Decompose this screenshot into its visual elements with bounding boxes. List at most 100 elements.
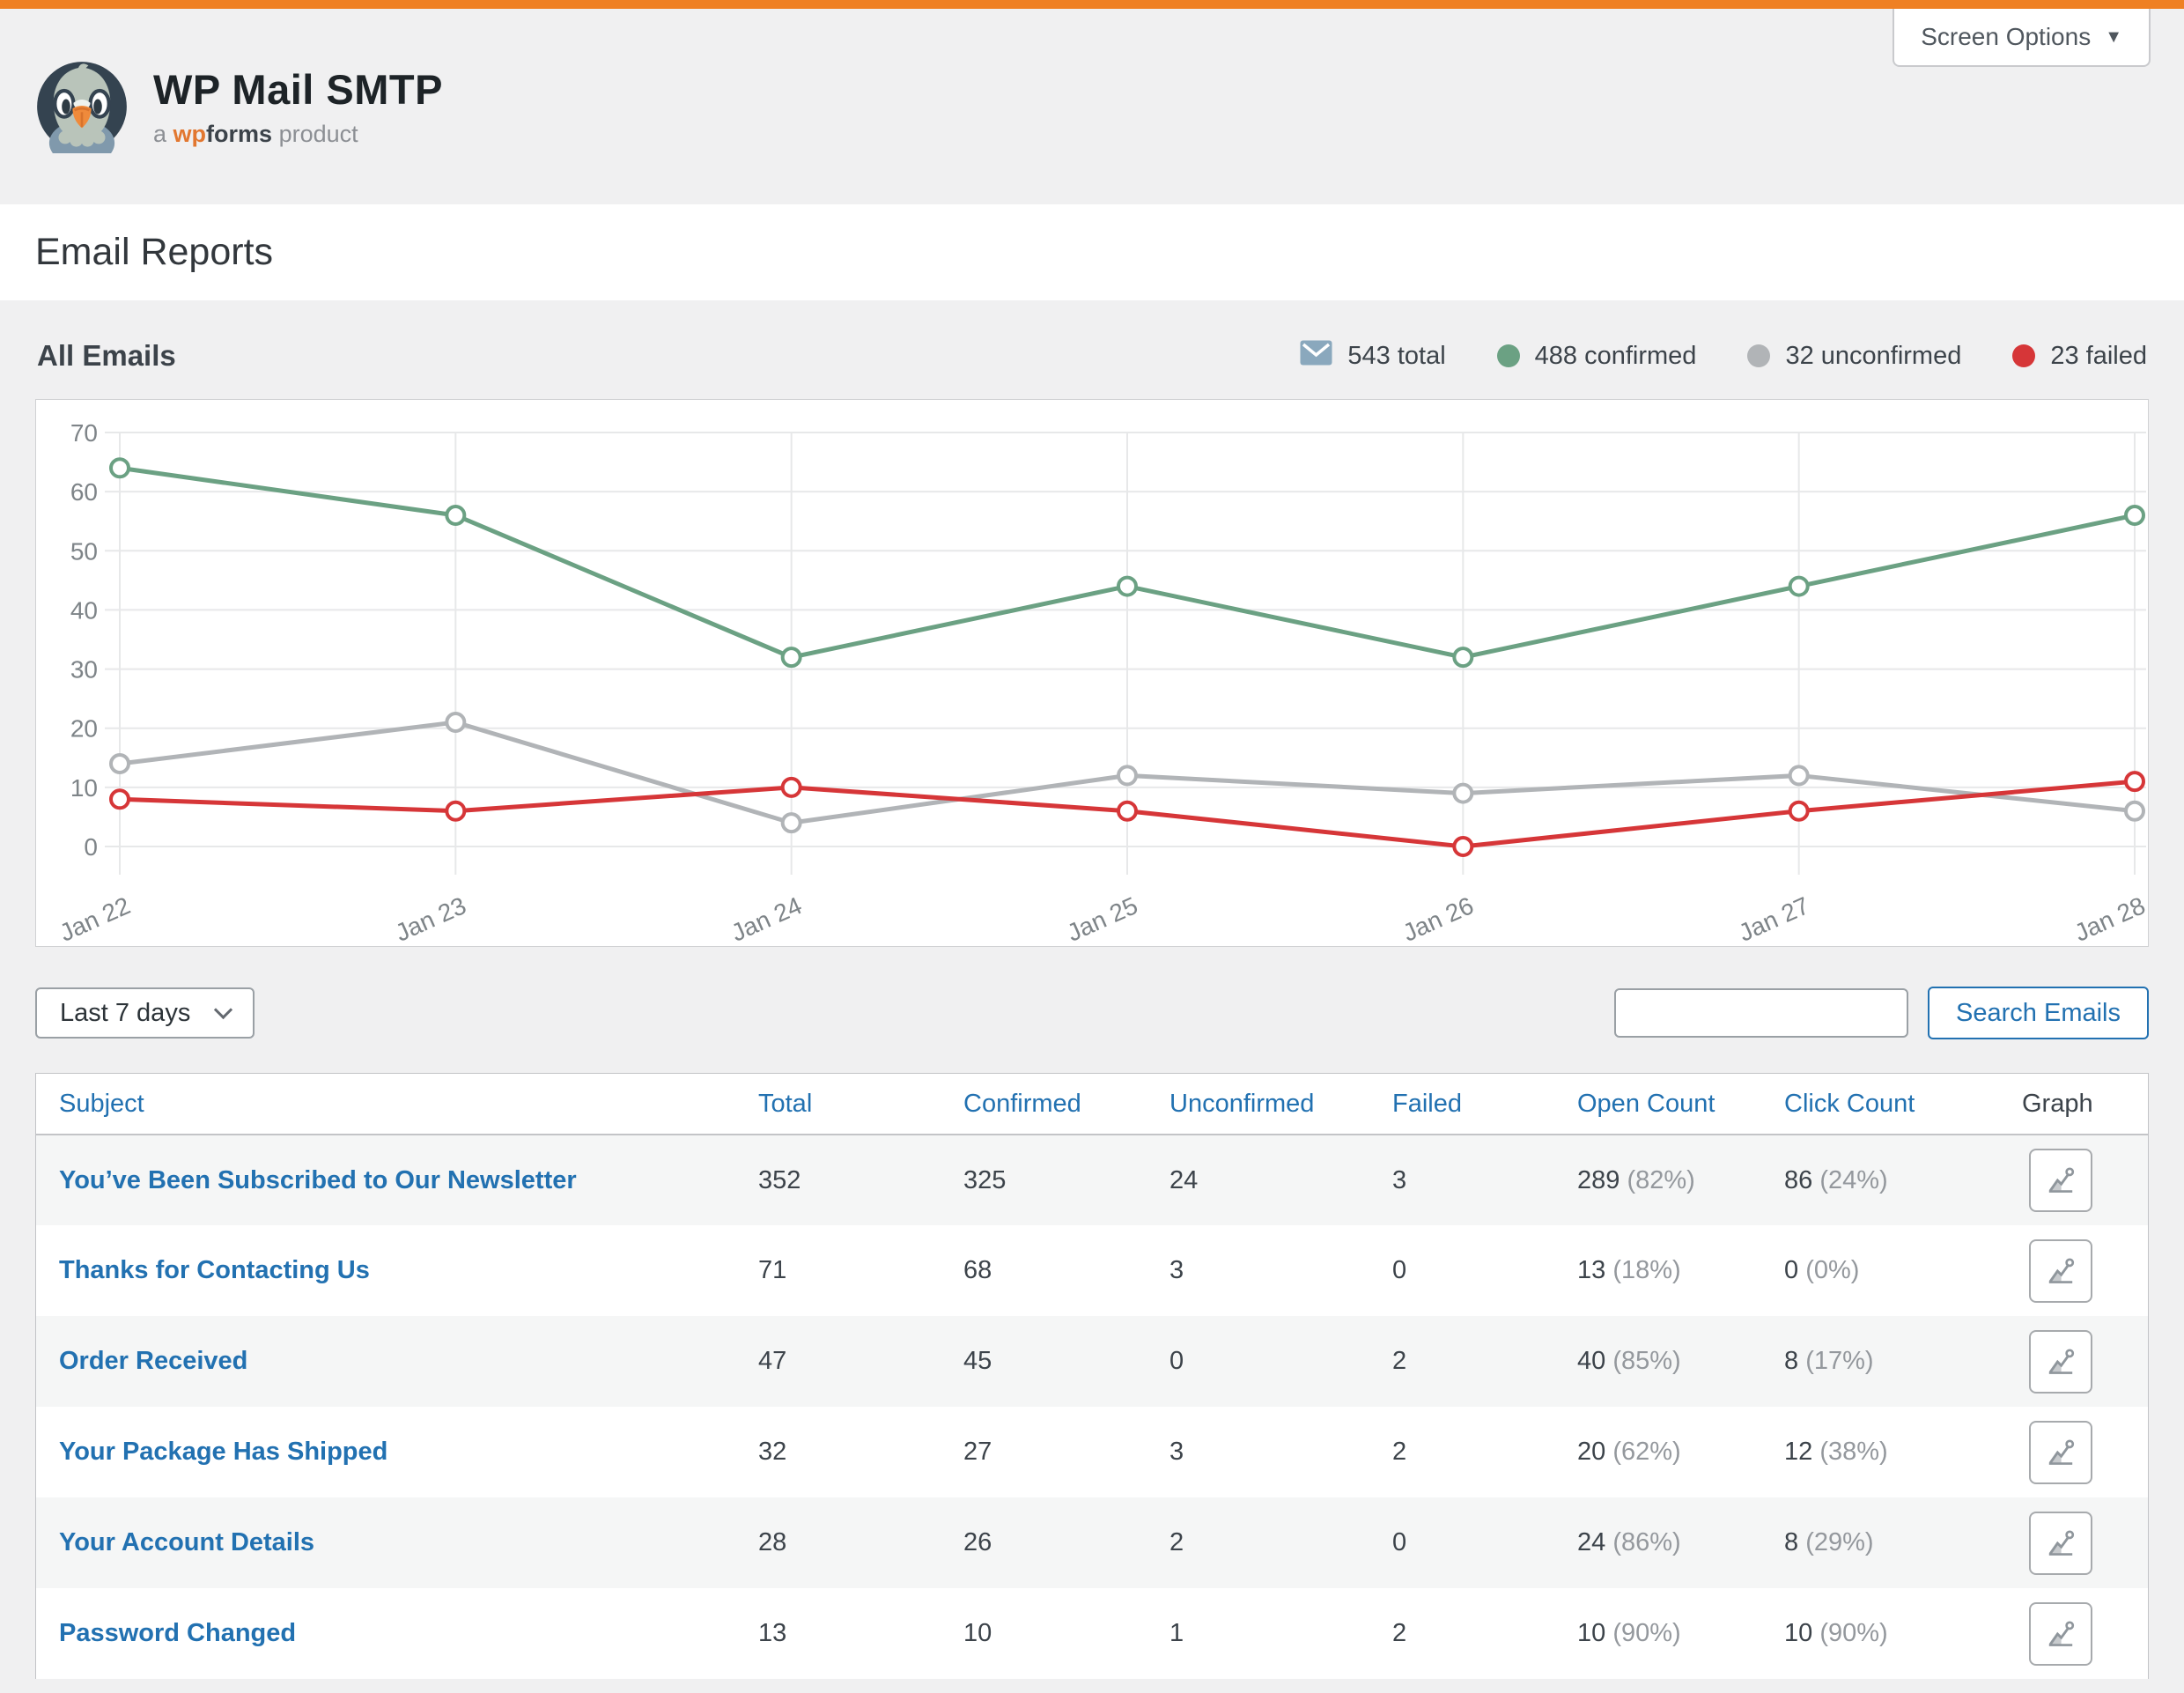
click-count-cell: 0 (0%) — [1784, 1256, 1860, 1284]
email-subject-link[interactable]: Your Package Has Shipped — [59, 1438, 388, 1466]
screen-options-label: Screen Options — [1921, 23, 2092, 50]
envelope-icon — [1300, 340, 1332, 373]
email-table-body: You’ve Been Subscribed to Our Newsletter… — [36, 1135, 2148, 1679]
legend-item-unconfirmed: 32 unconfirmed — [1747, 342, 1961, 371]
table-row: Your Package Has Shipped 32 27 3 2 20 (6… — [36, 1407, 2148, 1497]
row-graph-button[interactable] — [2029, 1511, 2092, 1575]
svg-text:Jan 26: Jan 26 — [1398, 891, 1477, 946]
tagline-suffix: product — [278, 121, 358, 147]
column-header-failed[interactable]: Failed — [1392, 1074, 1577, 1135]
svg-text:Jan 24: Jan 24 — [727, 891, 806, 946]
legend-item-total: 543 total — [1300, 340, 1446, 373]
mini-chart-icon — [2048, 1257, 2075, 1283]
svg-text:40: 40 — [70, 596, 98, 624]
table-row: Order Received 47 45 0 2 40 (85%) 8 (17%… — [36, 1316, 2148, 1407]
failed-cell: 3 — [1392, 1165, 1407, 1194]
mini-chart-icon — [2048, 1348, 2075, 1374]
search-input[interactable] — [1614, 988, 1909, 1038]
svg-text:60: 60 — [70, 478, 98, 506]
column-header-subject[interactable]: Subject — [36, 1074, 758, 1135]
legend-label: 488 confirmed — [1534, 341, 1697, 370]
open-count-cell: 24 (86%) — [1577, 1528, 1681, 1556]
app-tagline: a wpforms product — [153, 121, 443, 148]
failed-cell: 2 — [1392, 1347, 1407, 1375]
open-count-cell: 13 (18%) — [1577, 1256, 1681, 1284]
unconfirmed-cell: 3 — [1169, 1438, 1184, 1466]
table-row: Your Account Details 28 26 2 0 24 (86%) … — [36, 1497, 2148, 1588]
app-header: WP Mail SMTP a wpforms product Screen Op… — [0, 9, 2184, 204]
svg-text:0: 0 — [84, 833, 98, 861]
email-subject-link[interactable]: Password Changed — [59, 1619, 297, 1647]
column-header-open-count[interactable]: Open Count — [1577, 1074, 1784, 1135]
svg-text:Jan 23: Jan 23 — [391, 891, 469, 946]
svg-text:Jan 22: Jan 22 — [55, 891, 134, 946]
legend-item-confirmed: 488 confirmed — [1496, 341, 1697, 371]
row-graph-button[interactable] — [2029, 1601, 2092, 1666]
email-subject-link[interactable]: You’ve Been Subscribed to Our Newsletter — [59, 1165, 577, 1194]
chart-legend: 543 total 488 confirmed 32 unconfirmed 2… — [1300, 340, 2147, 373]
mini-chart-icon — [2048, 1167, 2075, 1193]
tagline-brand-forms: forms — [206, 121, 273, 147]
summary-row: All Emails 543 total 488 confirmed 32 un… — [37, 339, 2147, 373]
confirmed-cell: 45 — [963, 1347, 992, 1375]
failed-dot-icon — [2012, 344, 2036, 367]
svg-text:10: 10 — [70, 774, 98, 802]
total-cell: 352 — [758, 1165, 801, 1194]
unconfirmed-cell: 1 — [1169, 1619, 1184, 1647]
column-header-click-count[interactable]: Click Count — [1784, 1074, 2022, 1135]
svg-text:30: 30 — [70, 656, 98, 684]
total-cell: 71 — [758, 1256, 787, 1284]
column-header-confirmed[interactable]: Confirmed — [963, 1074, 1169, 1135]
email-subject-link[interactable]: Order Received — [59, 1347, 248, 1375]
email-subject-link[interactable]: Your Account Details — [59, 1528, 315, 1556]
email-activity-chart: 0 10 20 30 40 50 60 70 Jan 22 Jan 23 Jan 24 Jan 25 J… — [35, 399, 2149, 947]
total-cell: 28 — [758, 1528, 787, 1556]
mini-chart-icon — [2048, 1529, 2075, 1556]
open-count-cell: 40 (85%) — [1577, 1347, 1681, 1375]
search-emails-button[interactable]: Search Emails — [1928, 987, 2149, 1039]
confirmed-cell: 10 — [963, 1619, 992, 1647]
open-count-cell: 289 (82%) — [1577, 1165, 1695, 1194]
tagline-brand-wp: wp — [173, 121, 207, 147]
legend-label: 23 failed — [2050, 341, 2147, 370]
chevron-down-icon: ▼ — [2105, 26, 2122, 47]
failed-cell: 2 — [1392, 1619, 1407, 1647]
column-header-graph: Graph — [2022, 1074, 2148, 1135]
unconfirmed-cell: 24 — [1169, 1165, 1199, 1194]
click-count-cell: 8 (17%) — [1784, 1347, 1874, 1375]
column-header-unconfirmed[interactable]: Unconfirmed — [1169, 1074, 1392, 1135]
svg-text:50: 50 — [70, 537, 98, 565]
total-cell: 32 — [758, 1438, 787, 1466]
row-graph-button[interactable] — [2029, 1149, 2092, 1212]
confirmed-cell: 325 — [963, 1165, 1007, 1194]
row-graph-button[interactable] — [2029, 1420, 2092, 1484]
click-count-cell: 10 (90%) — [1784, 1619, 1888, 1647]
confirmed-dot-icon — [1496, 344, 1520, 367]
failed-cell: 2 — [1392, 1438, 1407, 1466]
line-chart: 0 10 20 30 40 50 60 70 Jan 22 Jan 23 Jan 24 Jan 25 J… — [55, 419, 2148, 946]
unconfirmed-cell: 0 — [1169, 1347, 1184, 1375]
unconfirmed-dot-icon — [1747, 344, 1771, 367]
click-count-cell: 12 (38%) — [1784, 1438, 1888, 1466]
date-range-value: Last 7 days — [60, 998, 191, 1027]
legend-label: 543 total — [1347, 341, 1446, 370]
failed-cell: 0 — [1392, 1528, 1407, 1556]
table-toolbar: Last 7 days Search Emails — [35, 987, 2149, 1039]
mini-chart-icon — [2048, 1438, 2075, 1465]
svg-text:70: 70 — [70, 419, 98, 447]
open-count-cell: 20 (62%) — [1577, 1438, 1681, 1466]
failed-cell: 0 — [1392, 1256, 1407, 1284]
column-header-total[interactable]: Total — [758, 1074, 963, 1135]
page-title-band: Email Reports — [0, 204, 2184, 300]
tagline-prefix: a — [153, 121, 167, 147]
email-subject-link[interactable]: Thanks for Contacting Us — [59, 1256, 370, 1284]
row-graph-button[interactable] — [2029, 1329, 2092, 1394]
unconfirmed-cell: 3 — [1169, 1256, 1184, 1284]
legend-label: 32 unconfirmed — [1785, 341, 1962, 370]
svg-text:Jan 25: Jan 25 — [1063, 891, 1141, 946]
row-graph-button[interactable] — [2029, 1238, 2092, 1303]
legend-item-failed: 23 failed — [2012, 342, 2147, 371]
total-cell: 13 — [758, 1619, 787, 1647]
screen-options-button[interactable]: Screen Options ▼ — [1893, 9, 2151, 67]
date-range-select[interactable]: Last 7 days — [35, 987, 255, 1039]
